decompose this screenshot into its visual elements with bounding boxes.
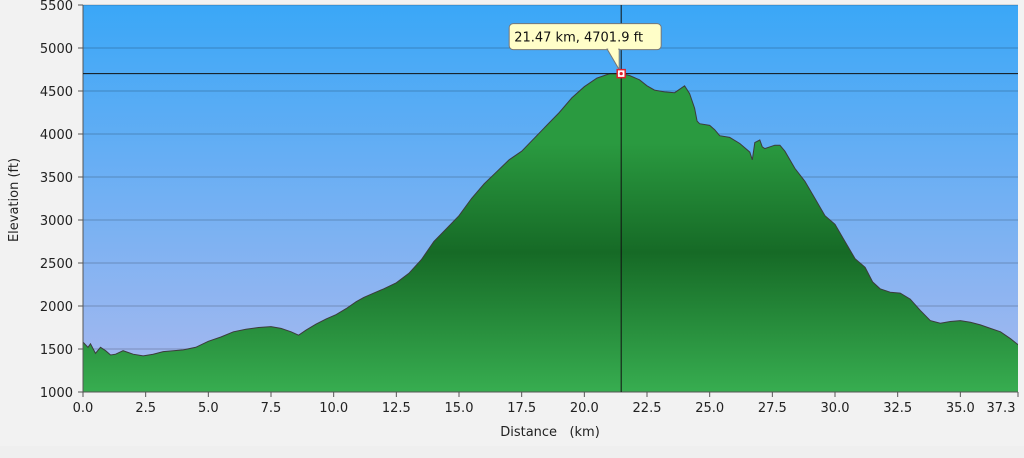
x-tick-label: 22.5 — [633, 401, 662, 416]
x-axis-ticks: 0.0 2.5 5.0 7.5 10.0 12.5 15.0 17.5 20.0 22.5 25.0… — [73, 392, 1019, 416]
y-tick-label: 2000 — [40, 300, 73, 315]
x-tick-label: 20.0 — [570, 401, 599, 416]
axes — [82, 5, 1018, 393]
tooltip-text: 21.47 km, 4701.9 ft — [514, 31, 643, 46]
hover-point-marker[interactable] — [616, 68, 626, 79]
x-tick-label: 27.5 — [758, 401, 787, 416]
y-tick-label: 1000 — [40, 386, 73, 401]
tooltip-box — [508, 23, 662, 51]
y-tick-label: 4000 — [40, 128, 73, 143]
y-axis-label: Elevation (ft) — [7, 158, 22, 242]
y-tick-label: 3000 — [40, 214, 73, 229]
y-axis-ticks: 1000 1500 2000 2500 3000 3500 4000 4500 5000 5500 — [40, 0, 83, 401]
y-tick-label: 4500 — [40, 85, 73, 100]
y-tick-label: 1500 — [40, 343, 73, 358]
y-tick-label: 2500 — [40, 257, 73, 272]
x-tick-label: 30.0 — [821, 401, 850, 416]
x-tick-label: 12.5 — [382, 401, 411, 416]
x-tick-label: 10.0 — [319, 401, 348, 416]
bottom-strip — [0, 446, 1024, 458]
x-tick-label: 5.0 — [198, 401, 219, 416]
y-tick-label: 5000 — [40, 42, 73, 57]
x-tick-label: 2.5 — [135, 401, 156, 416]
elevation-profile-line — [83, 73, 1018, 357]
hover-point-dot — [619, 72, 623, 76]
x-tick-label: 32.5 — [883, 401, 912, 416]
x-tick-label: 35.0 — [946, 401, 975, 416]
x-tick-label: 0.0 — [73, 401, 94, 416]
point-tooltip: 21.47 km, 4701.9 ft — [508, 23, 662, 72]
x-tick-label: 7.5 — [261, 401, 282, 416]
x-tick-label: 15.0 — [445, 401, 474, 416]
y-tick-label: 5500 — [40, 0, 73, 14]
elevation-area — [83, 73, 1018, 392]
x-tick-label: 37.3 — [987, 401, 1016, 416]
x-tick-label: 25.0 — [695, 401, 724, 416]
x-tick-label: 17.5 — [507, 401, 536, 416]
elevation-chart-svg[interactable]: 1000 1500 2000 2500 3000 3500 4000 4500 5000 5500… — [0, 0, 1024, 446]
x-axis-label: Distance (km) — [500, 425, 600, 440]
y-tick-label: 3500 — [40, 171, 73, 186]
